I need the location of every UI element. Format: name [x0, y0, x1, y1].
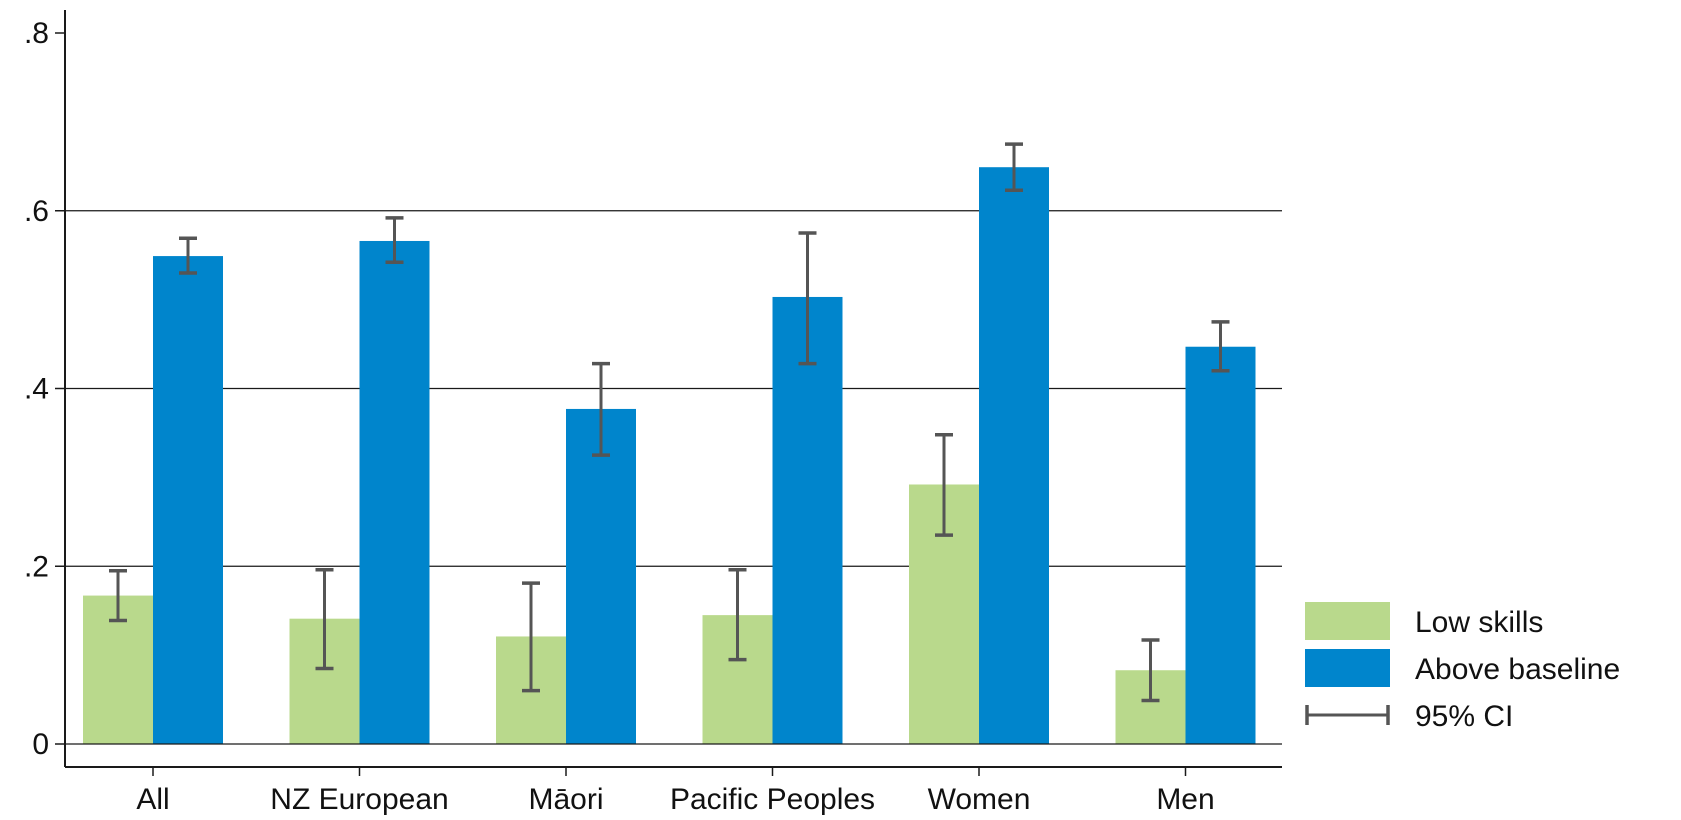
ci-whisker [522, 581, 540, 693]
ci-whisker [385, 216, 404, 265]
bar-above-baseline [566, 408, 636, 744]
x-tick-label: Women [928, 783, 1031, 816]
ci-whisker [315, 568, 334, 671]
gridlines [65, 210, 1282, 567]
x-tick-label: Men [1156, 783, 1214, 816]
legend-label: Above baseline [1415, 653, 1620, 686]
ci-whisker [1005, 142, 1023, 193]
confidence-intervals [109, 142, 1230, 703]
bar-above-baseline [1185, 346, 1256, 744]
bar-above-baseline [772, 296, 843, 744]
legend-ci-label: 95% CI [1415, 700, 1513, 733]
x-tick-label: All [136, 783, 169, 816]
axes: 0 .2 .4 .6 .8 All NZ European Māori Pacific Peop… [24, 10, 1282, 816]
bar-above-baseline [153, 256, 223, 744]
x-tick-label: Māori [528, 783, 603, 816]
ci-whisker [935, 432, 953, 537]
y-tick-label: .4 [24, 373, 49, 406]
legend-swatch-above-baseline [1305, 649, 1390, 687]
y-tick-label: 0 [32, 728, 49, 761]
ci-whisker [592, 361, 610, 457]
x-tick-label: Pacific Peoples [670, 783, 875, 816]
bar-above-baseline [359, 240, 430, 744]
y-tick-label: .8 [24, 17, 49, 50]
legend-swatch-low-skills [1305, 602, 1390, 640]
legend-ci-key [1305, 705, 1390, 725]
x-tick-label: NZ European [270, 783, 448, 816]
legend: Low skills Above baseline 95% CI [1305, 602, 1620, 733]
y-tick-label: .2 [24, 550, 49, 583]
ci-whisker [728, 568, 747, 662]
legend-label: Low skills [1415, 606, 1543, 639]
ci-whisker [1211, 320, 1230, 373]
ci-whisker [109, 568, 127, 623]
ci-whisker [1141, 638, 1160, 703]
bars [83, 167, 1256, 745]
ci-whisker [179, 236, 197, 275]
ci-whisker [798, 231, 817, 366]
bar-above-baseline [979, 167, 1049, 745]
y-tick-label: .6 [24, 195, 49, 228]
